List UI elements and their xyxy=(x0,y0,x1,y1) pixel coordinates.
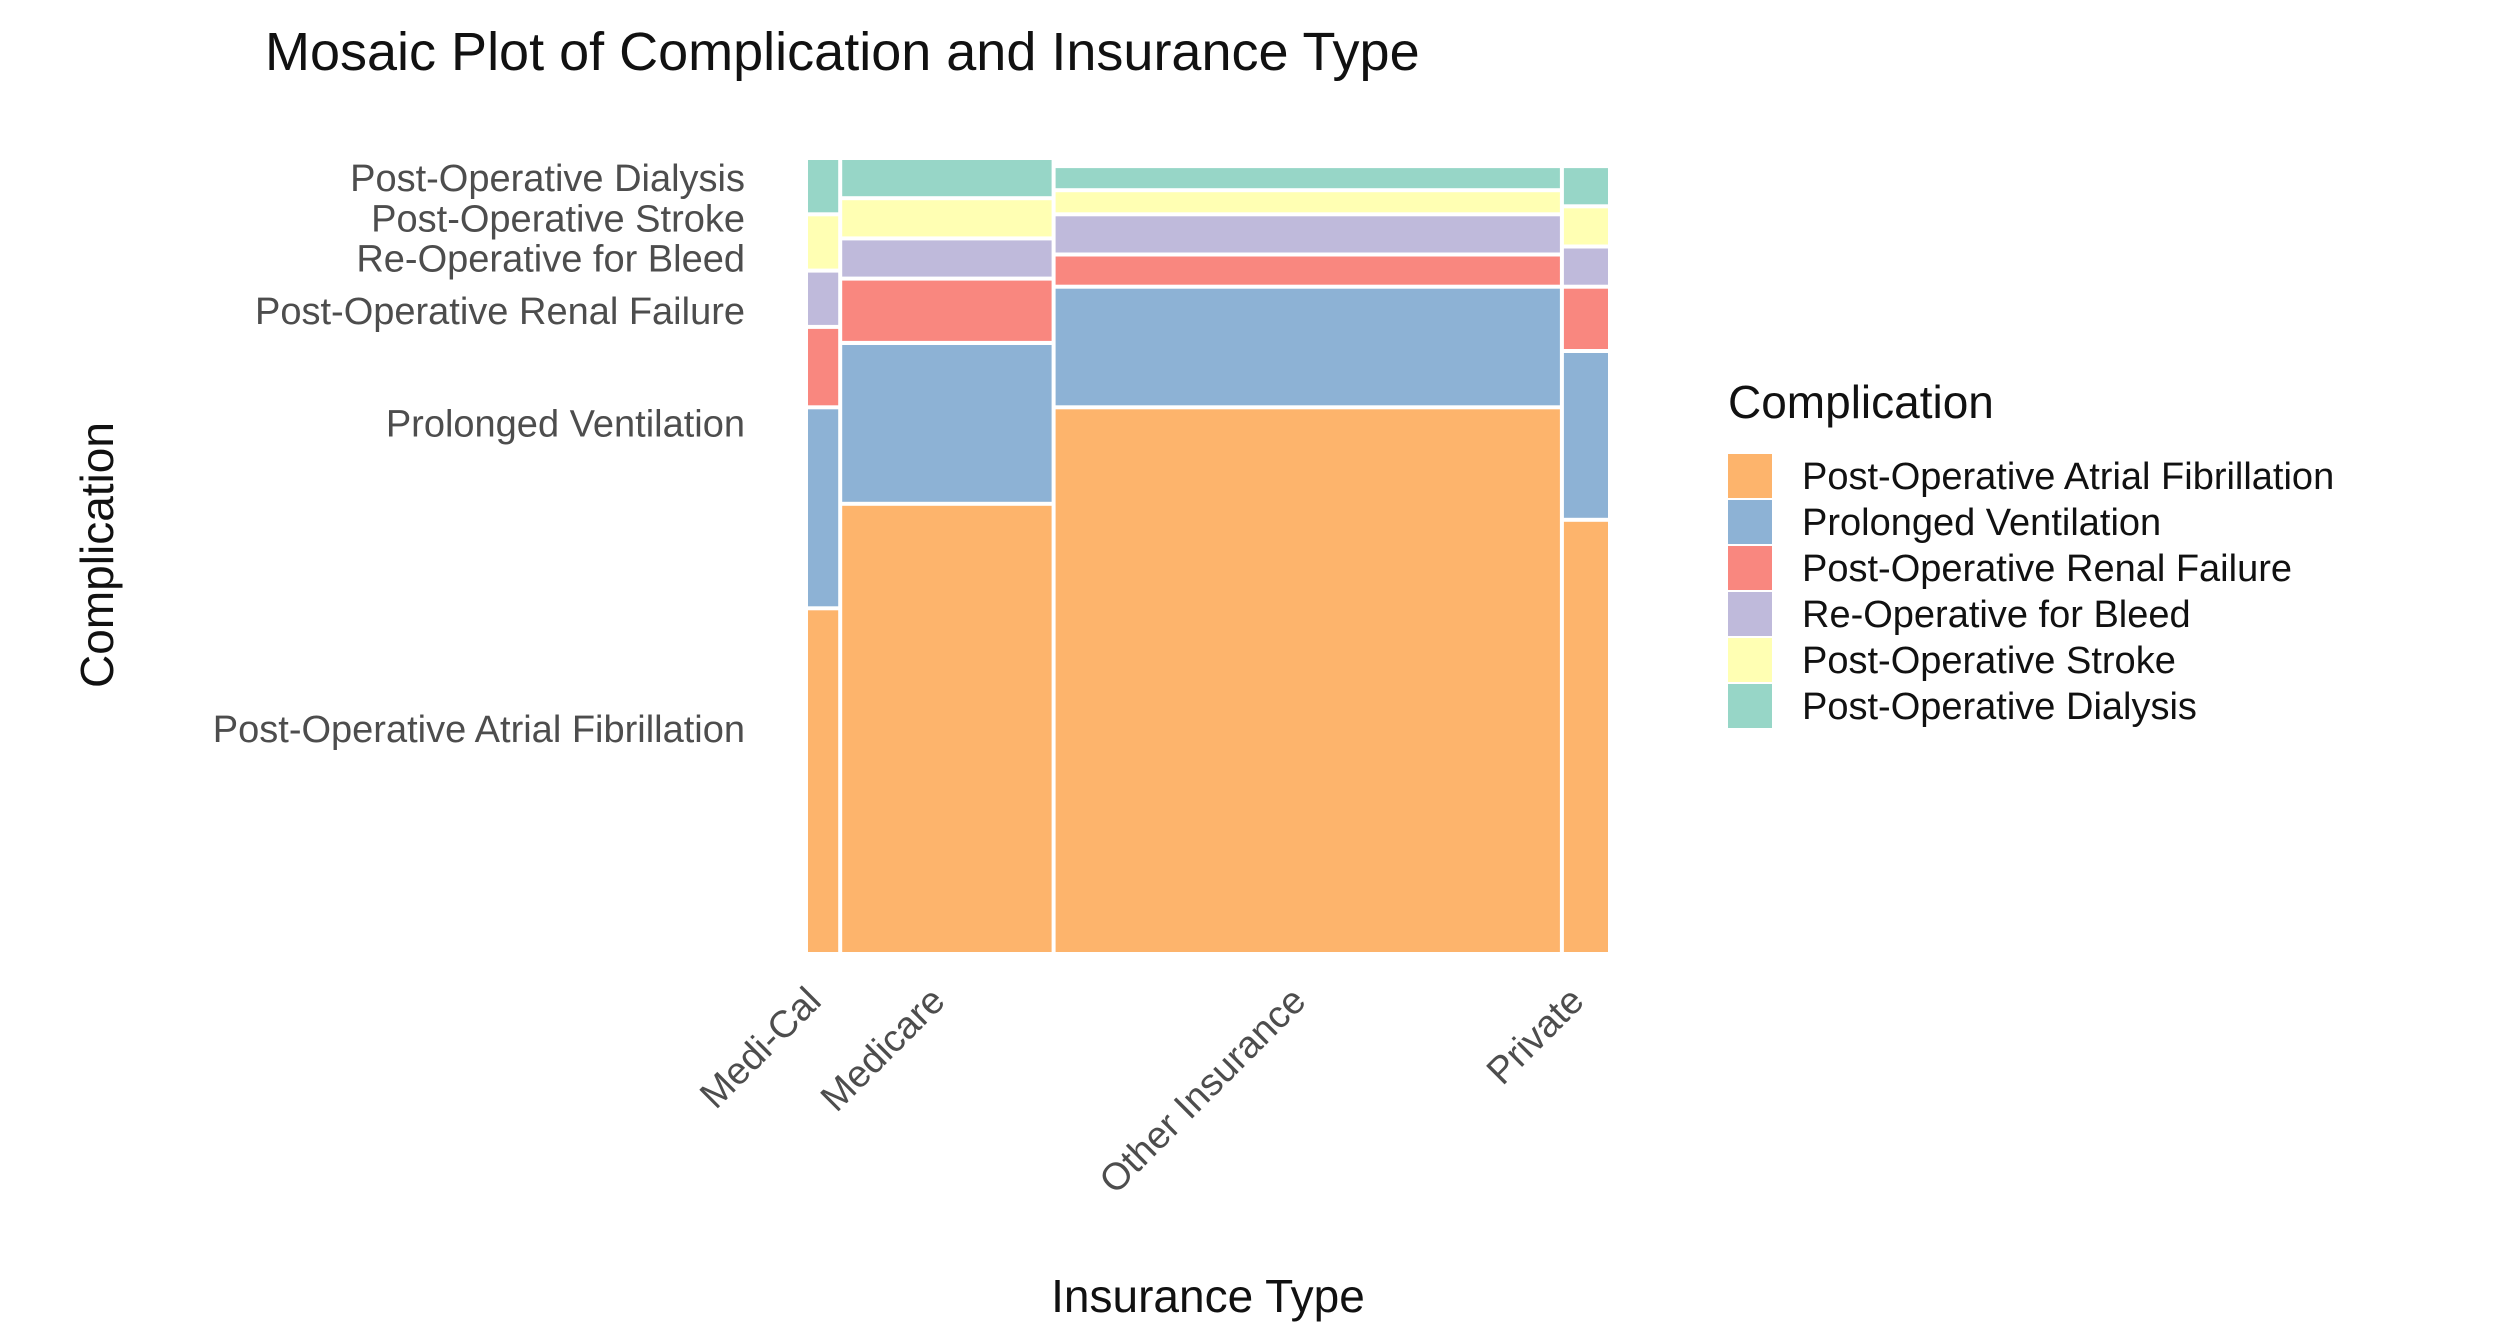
legend-label-5: Post-Operative Dialysis xyxy=(1802,686,2197,728)
legend-key-2 xyxy=(1728,546,1772,590)
mosaic-tile-2-4 xyxy=(1055,192,1560,213)
mosaic-tile-3-3 xyxy=(1563,248,1608,285)
y-tick-label-0: Post-Operative Atrial Fibrillation xyxy=(213,709,745,751)
chart-title: Mosaic Plot of Complication and Insuranc… xyxy=(265,22,1420,82)
mosaic-tile-0-5 xyxy=(808,160,839,213)
legend: Complication Post-Operative Atrial Fibri… xyxy=(1728,376,2334,728)
mosaic-tile-2-2 xyxy=(1055,256,1560,285)
mosaic-tile-2-0 xyxy=(1055,409,1560,952)
mosaic-tile-1-4 xyxy=(842,200,1052,237)
mosaic-tile-2-5 xyxy=(1055,168,1560,189)
y-tick-label-4: Post-Operative Stroke xyxy=(371,198,745,240)
legend-items: Post-Operative Atrial FibrillationProlon… xyxy=(1728,454,2334,728)
y-tick-label-3: Re-Operative for Bleed xyxy=(356,239,745,281)
legend-key-1 xyxy=(1728,500,1772,544)
legend-key-4 xyxy=(1728,638,1772,682)
mosaic-tile-1-1 xyxy=(842,345,1052,502)
legend-label-1: Prolonged Ventilation xyxy=(1802,502,2161,544)
mosaic-tile-0-1 xyxy=(808,409,839,607)
legend-key-5 xyxy=(1728,684,1772,728)
y-axis-tick-labels: Post-Operative Atrial Fibrillation Prolon… xyxy=(213,158,745,751)
x-tick-label-3: Private xyxy=(1479,980,1592,1093)
mosaic-tile-0-0 xyxy=(808,610,839,952)
mosaic-tile-2-3 xyxy=(1055,216,1560,253)
mosaic-tile-3-0 xyxy=(1563,521,1608,952)
mosaic-tile-1-0 xyxy=(842,505,1052,952)
legend-label-4: Post-Operative Stroke xyxy=(1802,640,2176,682)
mosaic-tile-0-4 xyxy=(808,216,839,269)
mosaic-tile-1-2 xyxy=(842,280,1052,341)
mosaic-tile-3-4 xyxy=(1563,208,1608,245)
mosaic-tile-3-2 xyxy=(1563,288,1608,349)
x-axis-title: Insurance Type xyxy=(1051,1270,1365,1322)
plot-area xyxy=(808,160,1608,952)
mosaic-tile-1-3 xyxy=(842,240,1052,277)
legend-label-2: Post-Operative Renal Failure xyxy=(1802,548,2292,590)
legend-key-0 xyxy=(1728,454,1772,498)
legend-label-3: Re-Operative for Bleed xyxy=(1802,594,2191,636)
mosaic-tile-0-2 xyxy=(808,328,839,406)
x-tick-label-0: Medi-Cal xyxy=(692,980,829,1117)
legend-label-0: Post-Operative Atrial Fibrillation xyxy=(1802,456,2334,498)
y-tick-label-2: Post-Operative Renal Failure xyxy=(255,291,745,333)
legend-title: Complication xyxy=(1728,376,1994,428)
mosaic-tile-3-1 xyxy=(1563,353,1608,518)
mosaic-tile-1-5 xyxy=(842,160,1052,197)
legend-key-3 xyxy=(1728,592,1772,636)
y-tick-label-1: Prolonged Ventilation xyxy=(386,403,745,445)
y-tick-label-5: Post-Operative Dialysis xyxy=(350,158,745,200)
mosaic-tile-0-3 xyxy=(808,272,839,325)
mosaic-tile-3-5 xyxy=(1563,168,1608,205)
y-axis-title: Complication xyxy=(71,422,123,688)
x-tick-label-2: Other Insurance xyxy=(1092,980,1314,1202)
x-tick-label-1: Medicare xyxy=(813,980,953,1120)
mosaic-tile-2-1 xyxy=(1055,288,1560,406)
